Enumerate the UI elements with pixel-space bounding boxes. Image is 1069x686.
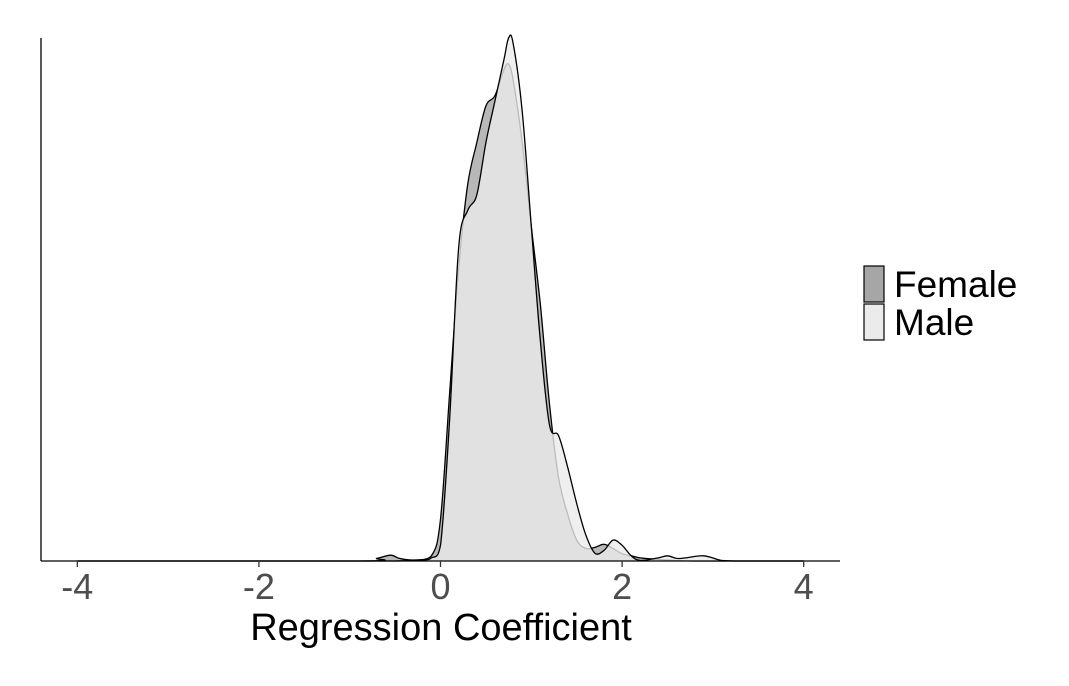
x-tick-label: -2 bbox=[243, 566, 275, 607]
x-tick-label: -4 bbox=[61, 566, 93, 607]
female-density-line bbox=[77, 62, 804, 562]
x-tick-label: 2 bbox=[612, 566, 632, 607]
x-tick-label: 4 bbox=[794, 566, 814, 607]
legend-label-male: Male bbox=[894, 302, 974, 343]
x-axis: -4 -2 0 2 4 bbox=[40, 38, 840, 607]
female-density-area bbox=[77, 63, 804, 561]
x-axis-title: Regression Coefficient bbox=[250, 607, 632, 649]
x-tick-label: 0 bbox=[430, 566, 450, 607]
plot-area bbox=[77, 34, 804, 562]
legend-swatch-female bbox=[863, 265, 885, 303]
male-density-line bbox=[77, 34, 804, 562]
legend-swatch-male bbox=[863, 303, 885, 341]
legend-label-female: Female bbox=[894, 264, 1017, 305]
male-density-area bbox=[77, 35, 804, 561]
